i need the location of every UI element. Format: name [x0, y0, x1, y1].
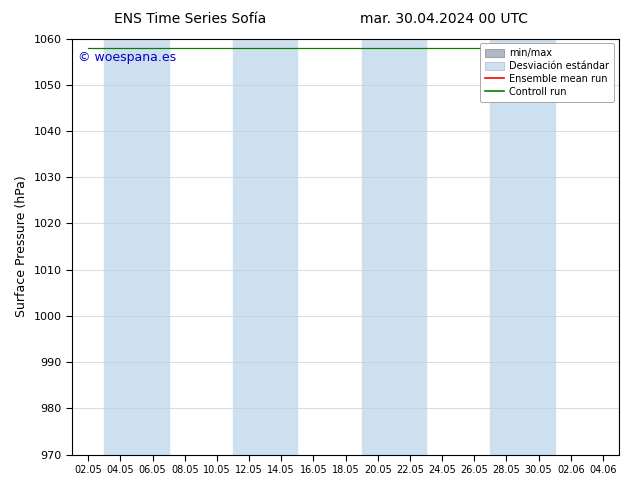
Bar: [361, 39, 426, 455]
Bar: [104, 39, 169, 455]
Legend: min/max, Desviación estándar, Ensemble mean run, Controll run: min/max, Desviación estándar, Ensemble m…: [480, 44, 614, 102]
Y-axis label: Surface Pressure (hPa): Surface Pressure (hPa): [15, 176, 28, 318]
Text: ENS Time Series Sofía: ENS Time Series Sofía: [114, 12, 266, 26]
Bar: [490, 39, 555, 455]
Bar: [619, 39, 634, 455]
Text: mar. 30.04.2024 00 UTC: mar. 30.04.2024 00 UTC: [360, 12, 527, 26]
Bar: [233, 39, 297, 455]
Text: © woespana.es: © woespana.es: [77, 51, 176, 64]
